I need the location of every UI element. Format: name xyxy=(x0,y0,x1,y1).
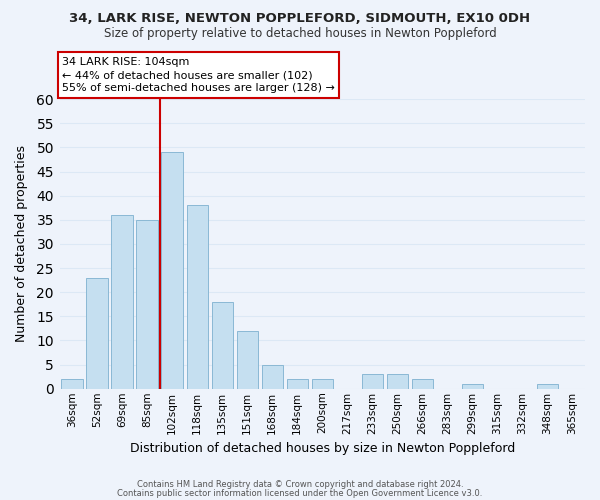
Text: 34 LARK RISE: 104sqm
← 44% of detached houses are smaller (102)
55% of semi-deta: 34 LARK RISE: 104sqm ← 44% of detached h… xyxy=(62,57,335,94)
Bar xyxy=(462,384,483,389)
Text: Size of property relative to detached houses in Newton Poppleford: Size of property relative to detached ho… xyxy=(104,28,496,40)
Bar xyxy=(236,331,258,389)
X-axis label: Distribution of detached houses by size in Newton Poppleford: Distribution of detached houses by size … xyxy=(130,442,515,455)
Bar xyxy=(187,206,208,389)
Bar xyxy=(287,379,308,389)
Bar xyxy=(412,379,433,389)
Bar xyxy=(386,374,408,389)
Bar xyxy=(362,374,383,389)
Bar xyxy=(112,215,133,389)
Bar xyxy=(86,278,107,389)
Y-axis label: Number of detached properties: Number of detached properties xyxy=(15,146,28,342)
Text: Contains HM Land Registry data © Crown copyright and database right 2024.: Contains HM Land Registry data © Crown c… xyxy=(137,480,463,489)
Bar xyxy=(537,384,558,389)
Text: Contains public sector information licensed under the Open Government Licence v3: Contains public sector information licen… xyxy=(118,488,482,498)
Bar xyxy=(311,379,333,389)
Bar xyxy=(212,302,233,389)
Text: 34, LARK RISE, NEWTON POPPLEFORD, SIDMOUTH, EX10 0DH: 34, LARK RISE, NEWTON POPPLEFORD, SIDMOU… xyxy=(70,12,530,26)
Bar xyxy=(262,364,283,389)
Bar xyxy=(136,220,158,389)
Bar xyxy=(61,379,83,389)
Bar xyxy=(161,152,183,389)
